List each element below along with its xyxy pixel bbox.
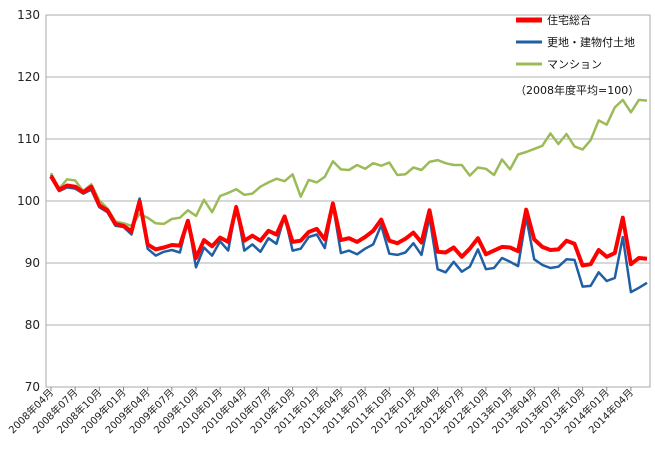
y-axis-ticks: 70 80 90 100 110 120 130 — [17, 8, 40, 394]
series-line-1 — [49, 174, 648, 294]
series-lines — [49, 98, 648, 294]
y-tick-label-80: 80 — [25, 318, 40, 332]
series-line-2 — [49, 98, 648, 228]
legend-label-0: 住宅総合 — [547, 13, 591, 27]
series-line-0 — [49, 175, 648, 268]
y-tick-label-70: 70 — [25, 380, 40, 394]
x-axis-ticks: 2008年04月2008年07月2008年10月2009年01月2009年04月… — [6, 386, 636, 436]
y-tick-label-120: 120 — [17, 70, 40, 84]
y-tick-label-90: 90 — [25, 256, 40, 270]
y-tick-label-100: 100 — [17, 194, 40, 208]
gridlines — [46, 76, 650, 326]
y-tick-label-130: 130 — [17, 8, 40, 22]
legend-label-2: マンション — [547, 58, 602, 71]
legend-label-1: 更地・建物付土地 — [547, 35, 635, 49]
baseline-note: （2008年度平均=100） — [515, 83, 639, 97]
y-tick-label-110: 110 — [17, 132, 40, 146]
